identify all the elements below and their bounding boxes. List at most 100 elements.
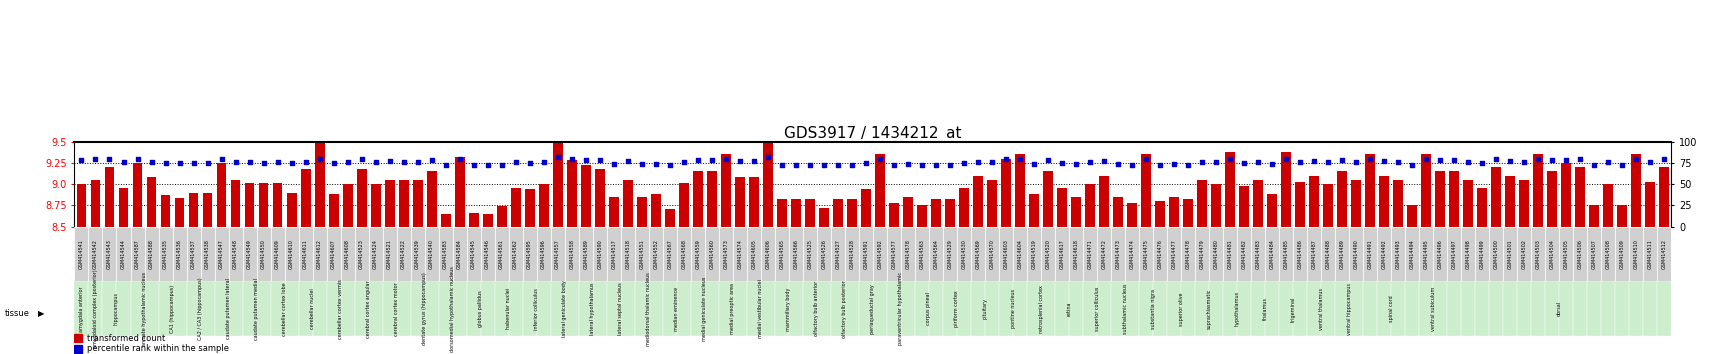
Bar <box>1114 197 1122 227</box>
Bar <box>719 281 733 336</box>
Text: GSM414503: GSM414503 <box>1536 239 1541 269</box>
Point <box>921 162 949 167</box>
Point <box>362 159 390 165</box>
Text: cerebellar cortex vermis: cerebellar cortex vermis <box>338 279 343 339</box>
Bar <box>1082 281 1096 336</box>
Bar <box>818 281 831 336</box>
Text: GSM414606: GSM414606 <box>766 239 771 269</box>
Bar <box>426 171 436 227</box>
Text: medial preoptic area: medial preoptic area <box>731 283 736 335</box>
Bar <box>1308 227 1322 281</box>
Point <box>1188 159 1216 165</box>
Bar <box>551 227 565 281</box>
Point <box>334 159 362 165</box>
Text: superior olive: superior olive <box>1178 292 1183 326</box>
Text: GSM414500: GSM414500 <box>1493 239 1498 269</box>
Bar <box>525 189 535 227</box>
Bar <box>1562 163 1571 227</box>
Bar <box>663 227 677 281</box>
Point <box>1119 162 1147 167</box>
Bar <box>734 177 745 227</box>
Bar <box>606 281 620 336</box>
Bar <box>1041 227 1055 281</box>
Point <box>572 158 599 163</box>
Text: GSM414495: GSM414495 <box>1424 239 1429 269</box>
Bar <box>1096 281 1110 336</box>
Text: amygdaloid complex (posterior): amygdaloid complex (posterior) <box>94 269 99 348</box>
Bar <box>1531 281 1545 336</box>
Text: globus pallidus: globus pallidus <box>478 291 483 327</box>
Bar <box>1140 281 1154 336</box>
Text: GSM414618: GSM414618 <box>1074 239 1079 269</box>
Bar <box>873 281 887 336</box>
Bar <box>902 197 913 227</box>
Bar <box>523 227 537 281</box>
Text: GSM414565: GSM414565 <box>779 239 785 269</box>
Bar <box>187 281 201 336</box>
Text: GSM414507: GSM414507 <box>1592 239 1597 269</box>
Point <box>740 158 767 164</box>
Bar <box>580 165 591 227</box>
Point <box>1133 156 1160 162</box>
Bar <box>1141 154 1152 227</box>
Bar <box>1195 227 1209 281</box>
Text: GSM414559: GSM414559 <box>695 239 700 269</box>
Bar <box>887 227 901 281</box>
Bar <box>144 227 159 281</box>
Text: caudate putamen medial: caudate putamen medial <box>255 278 260 340</box>
Bar <box>187 227 201 281</box>
Bar <box>774 281 788 336</box>
Point <box>404 159 431 165</box>
Bar <box>1254 180 1263 227</box>
Bar <box>175 198 184 227</box>
Bar <box>1096 227 1110 281</box>
Point <box>1160 161 1188 166</box>
Bar <box>1349 281 1363 336</box>
Text: GSM414521: GSM414521 <box>388 239 391 269</box>
Bar <box>1393 180 1403 227</box>
Bar <box>721 154 731 227</box>
Text: dentate gyrus (hippocampus): dentate gyrus (hippocampus) <box>423 273 428 345</box>
Bar <box>242 281 256 336</box>
Bar <box>1110 227 1126 281</box>
Bar <box>932 199 940 227</box>
Bar <box>118 188 128 227</box>
Bar <box>1322 227 1335 281</box>
Bar <box>1490 227 1503 281</box>
Bar <box>511 188 521 227</box>
Text: GSM414617: GSM414617 <box>1060 239 1065 269</box>
Bar <box>1251 227 1264 281</box>
Bar <box>1517 227 1531 281</box>
Bar <box>679 183 689 227</box>
Bar <box>705 281 719 336</box>
Bar <box>497 206 507 227</box>
Bar <box>1573 281 1587 336</box>
Bar <box>1296 182 1306 227</box>
Point <box>1370 158 1398 164</box>
Bar <box>371 184 381 227</box>
Point <box>1244 159 1271 165</box>
Bar <box>201 227 215 281</box>
Bar <box>1128 203 1136 227</box>
Bar <box>509 227 523 281</box>
Point <box>1034 158 1062 163</box>
Point <box>1398 162 1425 167</box>
Bar <box>230 180 241 227</box>
Bar <box>147 177 156 227</box>
Bar <box>1140 227 1154 281</box>
Bar <box>1294 281 1308 336</box>
Bar <box>1013 227 1027 281</box>
Bar <box>1268 194 1276 227</box>
Bar <box>74 345 81 353</box>
Bar <box>958 281 972 336</box>
Bar <box>999 227 1013 281</box>
Bar <box>1658 227 1671 281</box>
Text: GSM414543: GSM414543 <box>107 239 113 269</box>
Text: superior colliculus: superior colliculus <box>1095 287 1100 331</box>
Bar <box>831 281 845 336</box>
Bar <box>719 227 733 281</box>
Text: GSM414611: GSM414611 <box>303 239 308 269</box>
Bar <box>327 281 341 336</box>
Bar <box>1294 227 1308 281</box>
Bar <box>691 227 705 281</box>
